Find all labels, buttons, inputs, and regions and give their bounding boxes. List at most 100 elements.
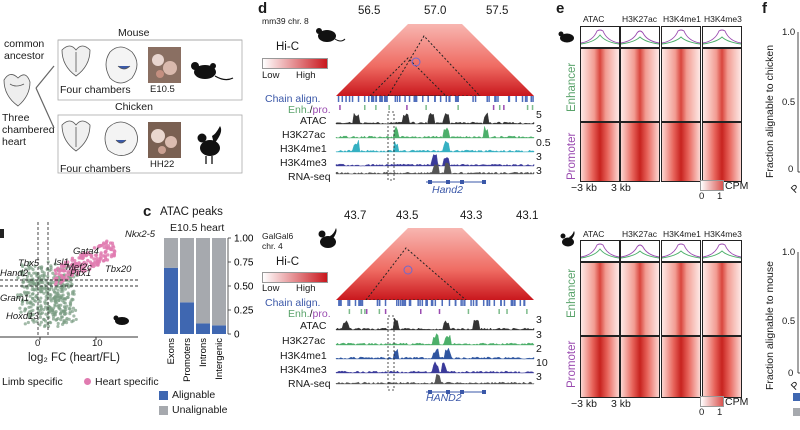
e-bot-col-h3k4me3: H3K4me3: [704, 229, 742, 239]
volcano-scatter: [0, 222, 140, 340]
chicken-hic-label: Hi-C: [276, 256, 299, 268]
e-top-cpm-1: 1: [717, 191, 723, 202]
f-legend-blue: [793, 393, 800, 401]
c-ytick-3: 0.75: [234, 258, 254, 269]
chicken-hic-colorbar: [262, 272, 328, 283]
e-bot-cpm-0: 0: [699, 407, 705, 418]
panel-b-letter-fragment: [0, 229, 4, 238]
f-top-tick-1: 1.0: [782, 27, 796, 38]
e-top-enhancer-label: Enhancer: [566, 62, 578, 112]
chicken-silhouette-icon: [197, 126, 222, 164]
heatmap-enhancer-0: [580, 48, 620, 122]
c-ytick-2: 0.50: [234, 282, 254, 293]
gene-label-mef2c: Mef2c: [66, 262, 92, 273]
chicken-coord-4: 43.1: [516, 210, 539, 222]
e-top-axis-left: −3 kb: [571, 182, 597, 194]
f-top-tick-0: 0: [788, 164, 794, 175]
heatmap-promoter-0: [580, 336, 620, 398]
e-bot-chicken-icon: [560, 231, 575, 247]
bar-promoters-alignable: [180, 302, 194, 334]
heatmap-promoter-2: [661, 122, 701, 182]
heatmap-promoter-2: [661, 336, 701, 398]
e-top-col-h3k4me1: H3K4me1: [663, 14, 701, 24]
bar-introns-alignable: [196, 323, 210, 334]
e-top-cpm: CPM: [725, 180, 749, 192]
chicken-chain-label: Chain align.: [265, 297, 321, 309]
bar-label-introns: Introns: [198, 338, 209, 367]
mouse-hic-label: Hi-C: [276, 41, 299, 53]
heatmap-promoter-3: [702, 336, 742, 398]
mouse-embryo-icon: [105, 46, 138, 84]
chicken-track-h3k4me3: H3K4me3: [280, 364, 327, 376]
stage-chicken: HH22: [150, 159, 175, 170]
branch-arrows: [35, 65, 55, 129]
e-bot-cpm: CPM: [725, 396, 749, 408]
profile-box-3: [702, 240, 742, 262]
legend-unalignable: Unalignable: [159, 404, 227, 416]
mouse-scale-4: 3: [536, 151, 542, 163]
stage-mouse: E10.5: [150, 84, 175, 95]
profile-box-2: [661, 240, 701, 262]
stacked-bar-chart: Exons Promoters Introns Intergenic 0 0.25 0.50…: [164, 234, 254, 382]
chicken-track-rnaseq: RNA-seq: [288, 378, 331, 390]
chicken-chromosome: chr. 4: [262, 241, 283, 251]
chicken-scale-2: 3: [536, 329, 542, 341]
legend-heart: Heart specific: [84, 376, 159, 388]
bar-exons-alignable: [164, 267, 178, 334]
heatmap-enhancer-2: [661, 262, 701, 336]
mouse-track-h3k27ac: H3K27ac: [282, 129, 326, 141]
chicken-coord-2: 43.5: [396, 210, 419, 222]
c-ytick-4: 1.00: [234, 234, 254, 245]
panel-e-letter: e: [556, 0, 565, 17]
mouse-scale-5: 3: [536, 165, 542, 177]
mouse-track-h3k4me3: H3K4me3: [280, 157, 327, 169]
chicken-heart-icon: [61, 120, 91, 152]
c-title-1: ATAC peaks: [160, 206, 223, 218]
e-bot-col-h3k4me1: H3K4me1: [663, 229, 701, 239]
heatmap-promoter-1: [620, 336, 660, 398]
chicken-track-h3k27ac: H3K27ac: [282, 335, 326, 347]
mouse-track-h3k4me1: H3K4me1: [280, 143, 327, 155]
panel-a-drawings: [3, 39, 243, 174]
chicken-gene-hand2: HAND2: [426, 392, 462, 404]
ancestor-heart-icon: [3, 74, 31, 107]
bar-intergenic-alignable: [212, 325, 226, 334]
mouse-gene-hand2: Hand2: [432, 184, 463, 196]
e-bot-col-h3k27ac: H3K27ac: [622, 229, 657, 239]
profile-box-1: [620, 26, 660, 48]
gene-label-nkx2-5: Nkx2-5: [125, 229, 156, 240]
gene-label-pitx1: Pitx1: [70, 268, 92, 279]
chicken-coord-3: 43.3: [460, 210, 483, 222]
mouse-hic-colorbar: [262, 58, 328, 69]
heart-legend-dot: [84, 378, 91, 385]
heatmap-promoter-3: [702, 122, 742, 182]
profile-box-0: [580, 240, 620, 262]
e-top-mouse-icon: [558, 31, 574, 43]
mouse-coord-2: 57.0: [424, 5, 447, 17]
mouse-silhouette-icon: [191, 62, 234, 81]
f-axes: [797, 32, 800, 374]
e-top-cpm-0: 0: [699, 191, 705, 202]
bar-promoters-unalignable: [180, 238, 194, 303]
mouse-track-atac: ATAC: [300, 115, 327, 127]
e-bot-col-atac: ATAC: [583, 229, 605, 239]
bar-introns-unalignable: [196, 238, 210, 324]
mouse-title: Mouse: [118, 27, 150, 39]
e-bot-cpm-bar: [700, 396, 724, 407]
e-top-col-h3k4me3: H3K4me3: [704, 14, 742, 24]
chicken-title: Chicken: [115, 101, 153, 113]
heatmap-promoter-0: [580, 122, 620, 182]
f-bot-tick-05: 0.5: [782, 316, 796, 327]
gene-label-hand2: Hand2: [0, 268, 28, 279]
profile-box-1: [620, 240, 660, 262]
mouse-chain-label: Chain align.: [265, 93, 321, 105]
e-top-col-h3k27ac: H3K27ac: [622, 14, 657, 24]
e-top-promoter-label: Promoter: [566, 132, 578, 180]
unalignable-swatch: [159, 405, 168, 415]
alignable-swatch: [159, 390, 168, 400]
e-bot-axis-right: 3 kb: [611, 398, 631, 410]
f-bot-tick-0: 0: [788, 368, 794, 379]
gene-label-gram1: Gram1: [0, 293, 30, 304]
mouse-enh-pro: Enh./pro.: [288, 104, 331, 116]
four-chambers-mouse: Four chambers: [60, 84, 131, 96]
